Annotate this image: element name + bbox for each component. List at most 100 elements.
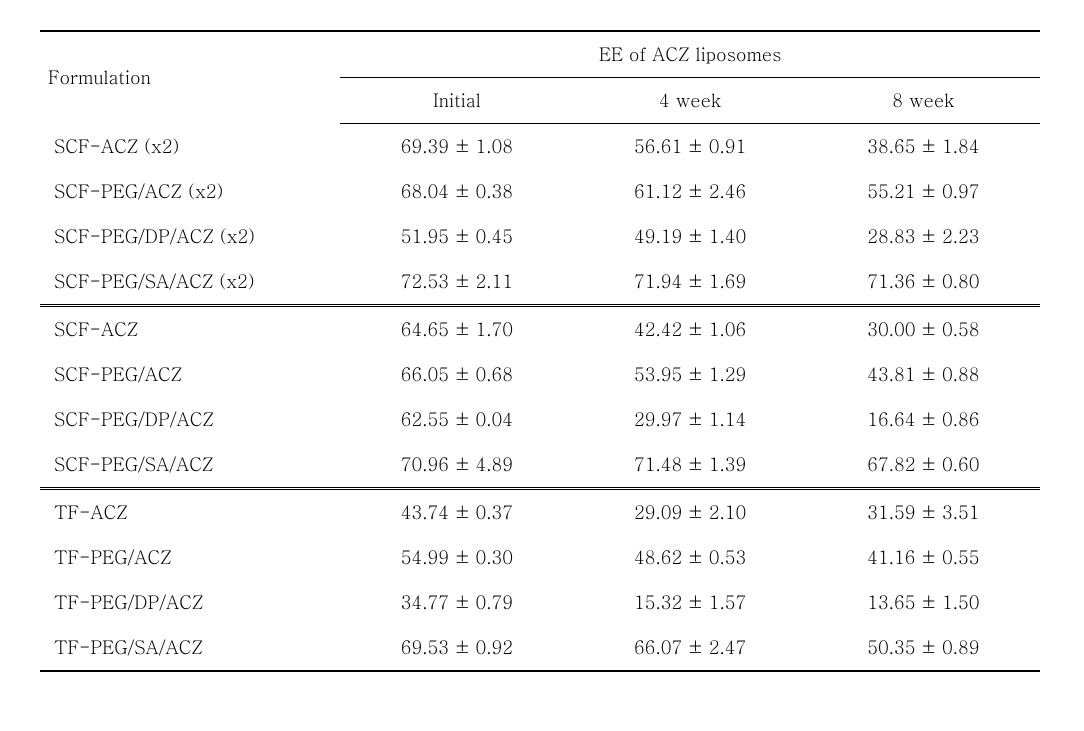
cell-initial: 54.99 ± 0.30 bbox=[340, 535, 573, 580]
value: 38.65 ± 1.84 bbox=[867, 134, 979, 159]
cell-week8: 30.00 ± 0.58 bbox=[807, 306, 1040, 353]
header-ee: EE of ACZ liposomes bbox=[340, 31, 1040, 78]
cell-formulation: SCF-PEG/DP/ACZ (x2) bbox=[40, 214, 340, 259]
cell-formulation: SCF-PEG/DP/ACZ bbox=[40, 397, 340, 442]
value: 62.55 ± 0.04 bbox=[401, 407, 513, 432]
value: 41.16 ± 0.55 bbox=[867, 545, 979, 570]
value: 68.04 ± 0.38 bbox=[401, 179, 513, 204]
cell-initial: 64.65 ± 1.70 bbox=[340, 306, 573, 353]
table-row: SCF-ACZ 64.65 ± 1.70 42.42 ± 1.06 30.00 ± 0… bbox=[40, 306, 1040, 353]
cell-initial: 69.39 ± 1.08 bbox=[340, 124, 573, 170]
cell-week8: 67.82 ± 0.60 bbox=[807, 442, 1040, 489]
value: 13.65 ± 1.50 bbox=[867, 590, 979, 615]
value: 28.83 ± 2.23 bbox=[867, 224, 979, 249]
value: 15.32 ± 1.57 bbox=[634, 590, 746, 615]
value: 66.07 ± 2.47 bbox=[634, 635, 746, 660]
cell-week8: 38.65 ± 1.84 bbox=[807, 124, 1040, 170]
cell-week8: 16.64 ± 0.86 bbox=[807, 397, 1040, 442]
table-row: SCF-PEG/SA/ACZ 70.96 ± 4.89 71.48 ± 1.39 67… bbox=[40, 442, 1040, 489]
header-formulation: Formulation bbox=[40, 31, 340, 124]
formulation-label: SCF-PEG/ACZ bbox=[54, 362, 182, 387]
value: 67.82 ± 0.60 bbox=[867, 452, 979, 477]
value: 31.59 ± 3.51 bbox=[867, 500, 979, 525]
table-row: SCF-PEG/DP/ACZ 62.55 ± 0.04 29.97 ± 1.14 16… bbox=[40, 397, 1040, 442]
cell-initial: 62.55 ± 0.04 bbox=[340, 397, 573, 442]
cell-initial: 72.53 ± 2.11 bbox=[340, 259, 573, 306]
cell-initial: 51.95 ± 0.45 bbox=[340, 214, 573, 259]
table-row: SCF-ACZ (x2)69.39 ± 1.0856.61 ± 0.9138.6… bbox=[40, 124, 1040, 170]
subheader-week4: 4 week bbox=[574, 78, 807, 124]
cell-initial: 68.04 ± 0.38 bbox=[340, 169, 573, 214]
cell-formulation: TF-PEG/DP/ACZ bbox=[40, 580, 340, 625]
table-row: SCF-PEG/DP/ACZ (x2) 51.95 ± 0.4549.19 ± 1… bbox=[40, 214, 1040, 259]
value: 69.53 ± 0.92 bbox=[401, 635, 513, 660]
cell-week4: 71.94 ± 1.69 bbox=[574, 259, 807, 306]
cell-week8: 71.36 ± 0.80 bbox=[807, 259, 1040, 306]
formulation-label: TF-PEG/SA/ACZ bbox=[54, 635, 203, 660]
value: 53.95 ± 1.29 bbox=[634, 362, 746, 387]
cell-week4: 71.48 ± 1.39 bbox=[574, 442, 807, 489]
table-header: Formulation EE of ACZ liposomes Initial … bbox=[40, 31, 1040, 124]
formulation-label: SCF-ACZ bbox=[54, 317, 138, 342]
table-row: TF-PEG/SA/ACZ 69.53 ± 0.92 66.07 ± 2.47 50.… bbox=[40, 625, 1040, 671]
cell-initial: 66.05 ± 0.68 bbox=[340, 352, 573, 397]
value: 56.61 ± 0.91 bbox=[634, 134, 746, 159]
formulation-label: TF-PEG/DP/ACZ bbox=[54, 590, 203, 615]
value: 42.42 ± 1.06 bbox=[634, 317, 746, 342]
cell-formulation: SCF-PEG/SA/ACZ bbox=[40, 442, 340, 489]
cell-formulation: SCF-PEG/ACZ (x2) bbox=[40, 169, 340, 214]
data-table: Formulation EE of ACZ liposomes Initial … bbox=[40, 30, 1040, 672]
cell-week4: 29.97 ± 1.14 bbox=[574, 397, 807, 442]
formulation-label: SCF-PEG/SA/ACZ bbox=[54, 452, 213, 477]
cell-initial: 34.77 ± 0.79 bbox=[340, 580, 573, 625]
cell-week4: 66.07 ± 2.47 bbox=[574, 625, 807, 671]
value: 70.96 ± 4.89 bbox=[401, 452, 513, 477]
formulation-label: SCF-PEG/ACZ (x2) bbox=[54, 179, 223, 204]
value: 16.64 ± 0.86 bbox=[867, 407, 979, 432]
value: 54.99 ± 0.30 bbox=[401, 545, 513, 570]
value: 71.36 ± 0.80 bbox=[867, 269, 979, 294]
table-row: TF-PEG/ACZ54.99 ± 0.3048.62 ± 0.5341.16 … bbox=[40, 535, 1040, 580]
value: 43.81 ± 0.88 bbox=[867, 362, 979, 387]
cell-week4: 48.62 ± 0.53 bbox=[574, 535, 807, 580]
value: 34.77 ± 0.79 bbox=[401, 590, 513, 615]
table-row: SCF-PEG/SA/ACZ (x2) 72.53 ± 2.11 71.94 ± 1… bbox=[40, 259, 1040, 306]
value: 50.35 ± 0.89 bbox=[867, 635, 979, 660]
table-row: TF-PEG/DP/ACZ 34.77 ± 0.79 15.32 ± 1.57 13.… bbox=[40, 580, 1040, 625]
cell-initial: 69.53 ± 0.92 bbox=[340, 625, 573, 671]
header-ee-label: EE of ACZ liposomes bbox=[599, 42, 782, 67]
cell-initial: 43.74 ± 0.37 bbox=[340, 489, 573, 536]
table-row: TF-ACZ 43.74 ± 0.3729.09 ± 2.10 31.59 ± 3.… bbox=[40, 489, 1040, 536]
value: 71.48 ± 1.39 bbox=[634, 452, 746, 477]
table-body: SCF-ACZ (x2)69.39 ± 1.0856.61 ± 0.9138.6… bbox=[40, 124, 1040, 672]
value: 48.62 ± 0.53 bbox=[634, 545, 746, 570]
cell-week4: 15.32 ± 1.57 bbox=[574, 580, 807, 625]
cell-formulation: SCF-PEG/ACZ bbox=[40, 352, 340, 397]
cell-formulation: TF-PEG/SA/ACZ bbox=[40, 625, 340, 671]
cell-week8: 28.83 ± 2.23 bbox=[807, 214, 1040, 259]
formulation-label: TF-ACZ bbox=[54, 500, 128, 525]
cell-week4: 42.42 ± 1.06 bbox=[574, 306, 807, 353]
cell-week8: 55.21 ± 0.97 bbox=[807, 169, 1040, 214]
cell-formulation: SCF-PEG/SA/ACZ (x2) bbox=[40, 259, 340, 306]
cell-formulation: SCF-ACZ bbox=[40, 306, 340, 353]
subheader-initial: Initial bbox=[340, 78, 573, 124]
cell-week8: 50.35 ± 0.89 bbox=[807, 625, 1040, 671]
value: 64.65 ± 1.70 bbox=[401, 317, 513, 342]
cell-week8: 41.16 ± 0.55 bbox=[807, 535, 1040, 580]
value: 71.94 ± 1.69 bbox=[634, 269, 746, 294]
header-formulation-label: Formulation bbox=[48, 65, 151, 90]
formulation-label: SCF-PEG/DP/ACZ bbox=[54, 407, 214, 432]
cell-week8: 43.81 ± 0.88 bbox=[807, 352, 1040, 397]
value: 29.97 ± 1.14 bbox=[634, 407, 746, 432]
cell-formulation: TF-ACZ bbox=[40, 489, 340, 536]
value: 61.12 ± 2.46 bbox=[634, 179, 746, 204]
cell-week4: 29.09 ± 2.10 bbox=[574, 489, 807, 536]
table-row: SCF-PEG/ACZ (x2) 68.04 ± 0.38 61.12 ± 2.46… bbox=[40, 169, 1040, 214]
cell-initial: 70.96 ± 4.89 bbox=[340, 442, 573, 489]
value: 66.05 ± 0.68 bbox=[401, 362, 513, 387]
subheader-week8: 8 week bbox=[807, 78, 1040, 124]
formulation-label: SCF-PEG/SA/ACZ (x2) bbox=[54, 269, 254, 294]
cell-week4: 49.19 ± 1.40 bbox=[574, 214, 807, 259]
formulation-label: SCF-PEG/DP/ACZ (x2) bbox=[54, 224, 255, 249]
